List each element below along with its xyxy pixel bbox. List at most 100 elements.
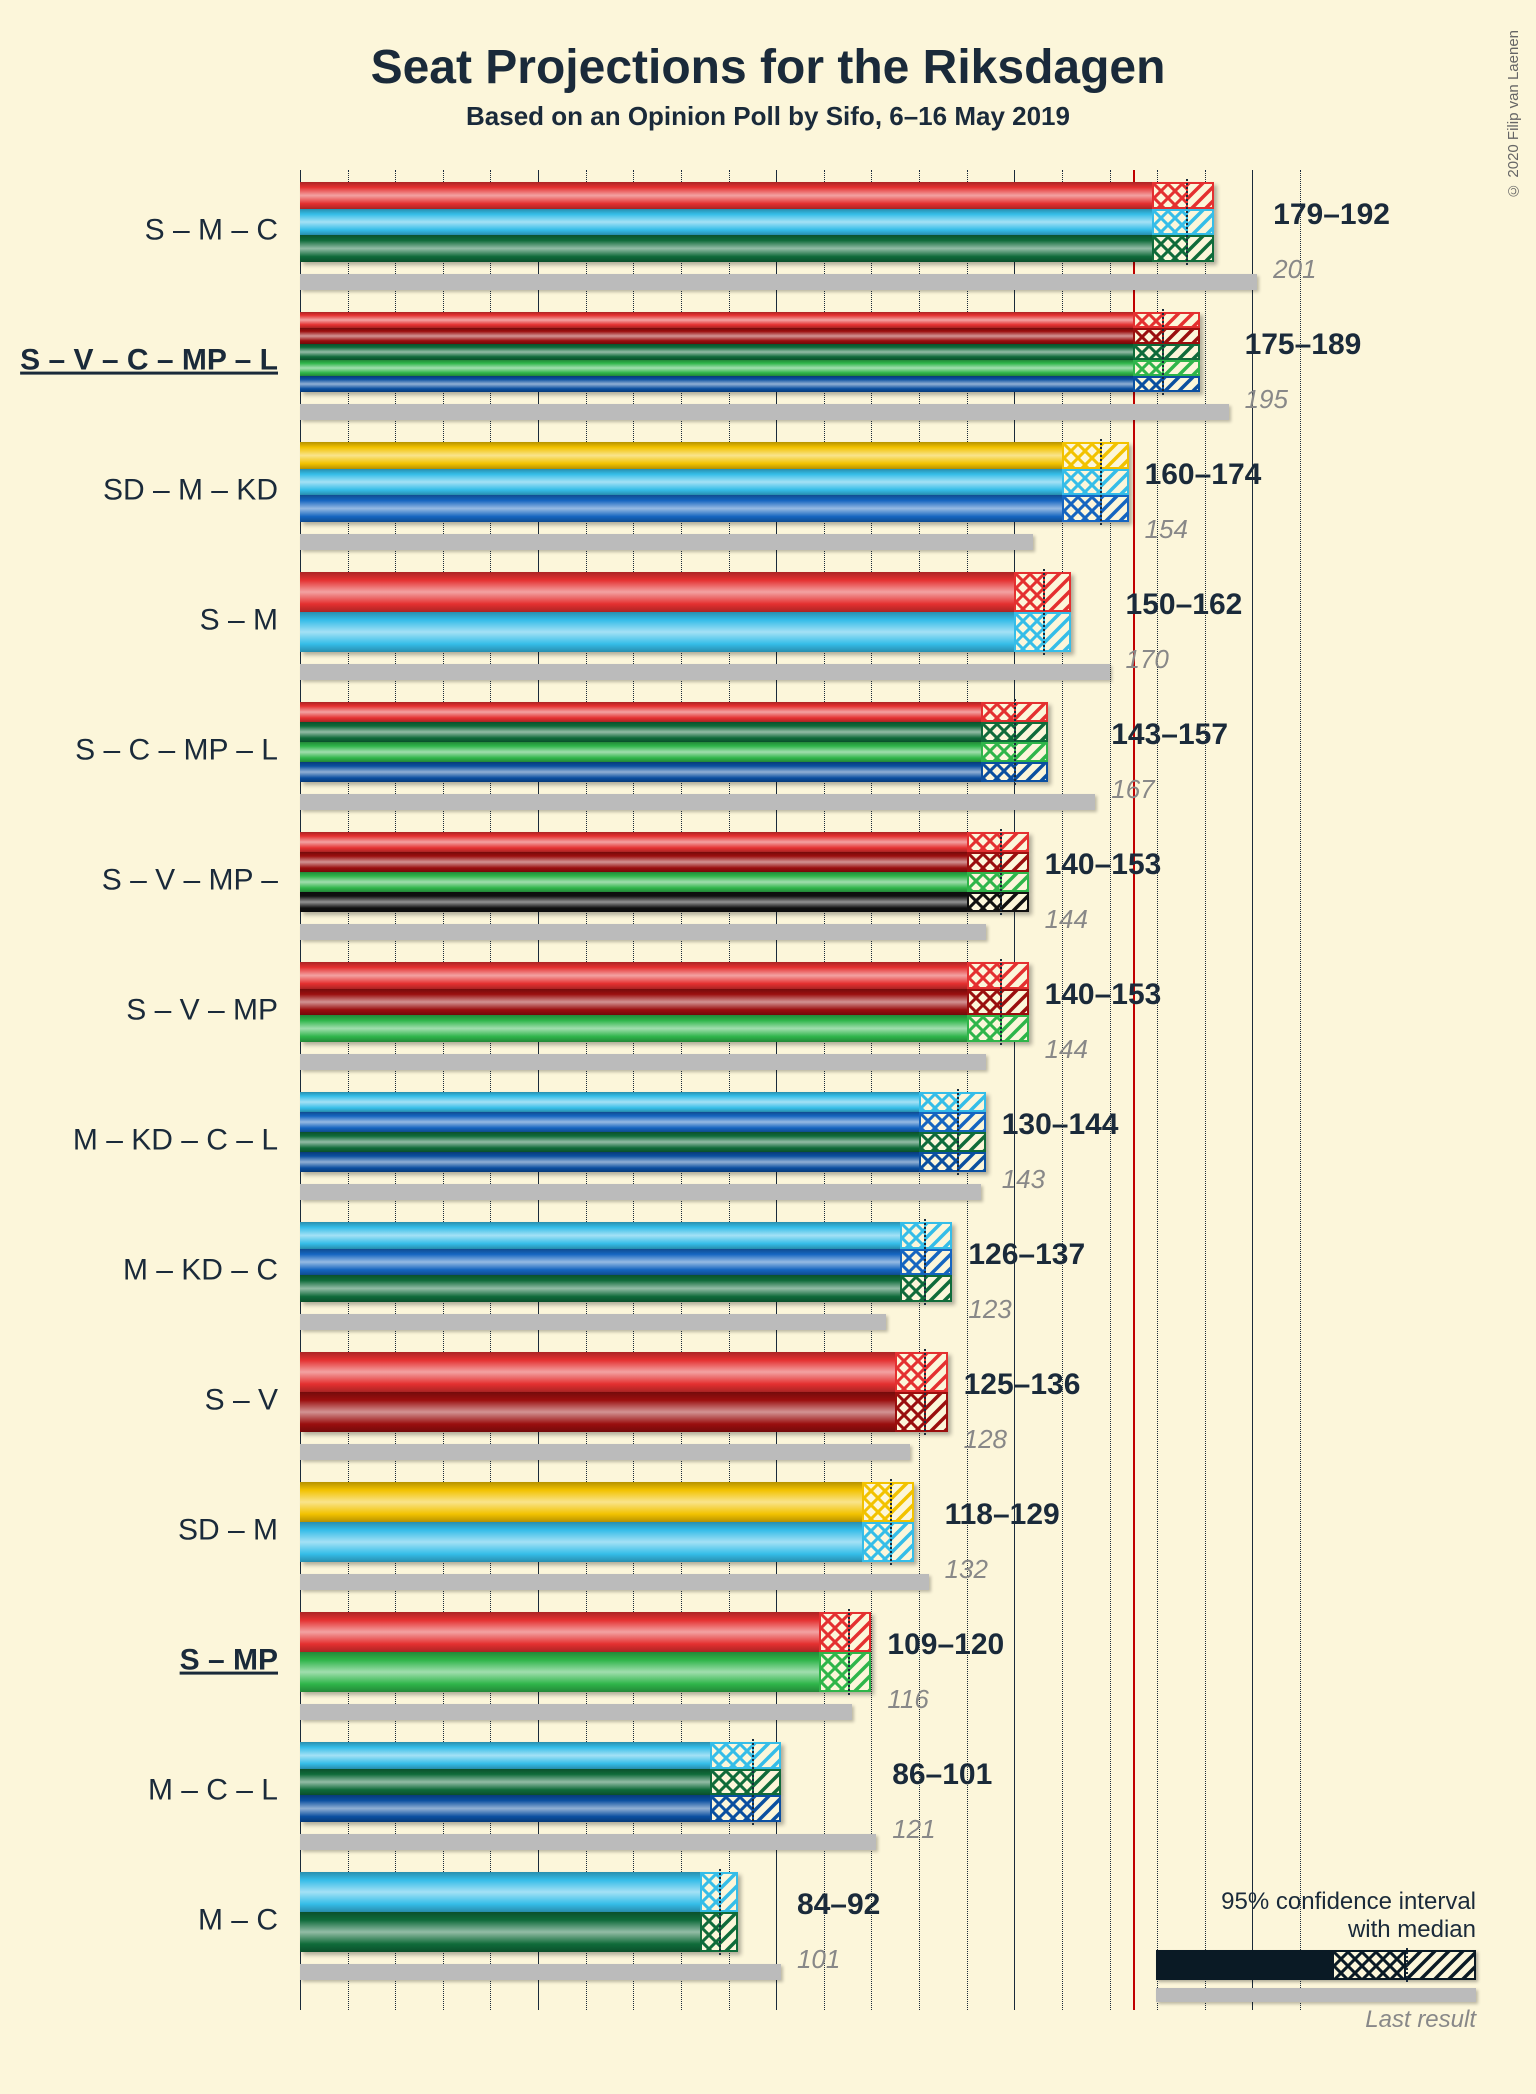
ci-segment-high	[1100, 442, 1129, 469]
party-bar-solid	[300, 469, 1062, 496]
ci-segment-low	[819, 1612, 848, 1652]
ci-segment-high	[1186, 235, 1215, 262]
median-tick	[924, 1219, 926, 1305]
ci-segment-high	[1000, 962, 1029, 989]
last-result-label: 121	[892, 1814, 935, 1845]
ci-segment-high	[1014, 722, 1047, 742]
coalition-row: S – V125–136128	[300, 1352, 1300, 1456]
last-result-bar	[300, 1314, 886, 1330]
ci-segment-low	[981, 742, 1014, 762]
party-bar-solid	[300, 572, 1014, 612]
party-bar	[300, 1872, 738, 1912]
ci-segment-low	[967, 989, 1000, 1016]
range-label: 140–153	[1045, 848, 1162, 882]
ci-segment-high	[924, 1222, 953, 1249]
party-bar	[300, 469, 1129, 496]
ci-segment-high	[752, 1769, 781, 1796]
party-bar-solid	[300, 235, 1152, 262]
last-result-label: 101	[797, 1944, 840, 1975]
ci-segment-high	[1186, 182, 1215, 209]
median-tick	[1000, 959, 1002, 1045]
last-result-label: 132	[945, 1554, 988, 1585]
ci-segment-low	[1014, 572, 1043, 612]
party-bar-solid	[300, 1522, 862, 1562]
party-bar	[300, 572, 1071, 612]
coalition-row: SD – M118–129132	[300, 1482, 1300, 1586]
party-bar-solid	[300, 1132, 919, 1152]
party-bar-solid	[300, 852, 967, 872]
ci-segment-low	[700, 1872, 719, 1912]
party-bar-solid	[300, 742, 981, 762]
ci-segment-low	[967, 962, 1000, 989]
range-label: 125–136	[964, 1368, 1081, 1402]
ci-segment-low	[967, 872, 1000, 892]
party-bar-solid	[300, 182, 1152, 209]
party-bar	[300, 442, 1129, 469]
party-bar	[300, 1522, 914, 1562]
party-bar-solid	[300, 442, 1062, 469]
ci-segment-low	[1062, 495, 1100, 522]
party-bar-solid	[300, 360, 1133, 376]
range-label: 143–157	[1111, 718, 1228, 752]
coalition-label: M – KD – C – L	[73, 1124, 278, 1158]
ci-segment-low	[919, 1152, 957, 1172]
range-label: 126–137	[968, 1238, 1085, 1272]
range-label: 179–192	[1273, 198, 1390, 232]
party-bar	[300, 1652, 871, 1692]
ci-segment-low	[1152, 235, 1185, 262]
party-bar-solid	[300, 612, 1014, 652]
party-bar-solid	[300, 1112, 919, 1132]
party-bar	[300, 1392, 948, 1432]
ci-segment-low	[967, 832, 1000, 852]
coalition-label: S – M – C	[145, 214, 278, 248]
ci-segment-high	[848, 1612, 872, 1652]
legend-ci-text-1: 95% confidence interval	[1156, 1888, 1476, 1916]
range-label: 150–162	[1126, 588, 1243, 622]
ci-segment-high	[924, 1392, 948, 1432]
party-bar-solid	[300, 1015, 967, 1042]
ci-segment-low	[819, 1652, 848, 1692]
legend-ci-hatch	[1332, 1950, 1476, 1980]
legend: 95% confidence interval with median Last…	[1156, 1888, 1476, 2034]
range-label: 140–153	[1045, 978, 1162, 1012]
last-result-bar	[300, 924, 986, 940]
party-bar-solid	[300, 1652, 819, 1692]
party-bar	[300, 1132, 986, 1152]
ci-segment-low	[710, 1742, 753, 1769]
party-bar	[300, 872, 1029, 892]
ci-segment-high	[1162, 328, 1200, 344]
ci-segment-high	[1186, 209, 1215, 236]
party-bar-solid	[300, 892, 967, 912]
party-bar-solid	[300, 702, 981, 722]
party-bar	[300, 962, 1029, 989]
ci-segment-high	[957, 1112, 986, 1132]
last-result-label: 123	[968, 1294, 1011, 1325]
ci-segment-low	[1152, 209, 1185, 236]
party-bar	[300, 612, 1071, 652]
coalition-label: S – V	[205, 1384, 278, 1418]
ci-segment-low	[1152, 182, 1185, 209]
party-bar	[300, 344, 1200, 360]
ci-segment-high	[890, 1522, 914, 1562]
ci-segment-high	[1014, 742, 1047, 762]
range-label: 118–129	[945, 1498, 1060, 1532]
party-bar	[300, 328, 1200, 344]
legend-median-tick	[1406, 1948, 1408, 1982]
party-bar	[300, 182, 1214, 209]
party-bar	[300, 722, 1048, 742]
ci-segment-high	[924, 1352, 948, 1392]
party-bar-solid	[300, 312, 1133, 328]
ci-segment-low	[919, 1132, 957, 1152]
party-bar	[300, 852, 1029, 872]
party-bar-solid	[300, 832, 967, 852]
party-bar	[300, 1769, 781, 1796]
party-bar	[300, 762, 1048, 782]
last-result-bar	[300, 1704, 852, 1720]
last-result-label: 201	[1273, 254, 1316, 285]
median-tick	[1000, 829, 1002, 915]
ci-segment-high	[1000, 852, 1029, 872]
range-label: 175–189	[1245, 328, 1362, 362]
chart-area: S – M – C179–192201S – V – C – MP – L175…	[300, 170, 1300, 2010]
ci-segment-high	[848, 1652, 872, 1692]
coalition-label: M – C	[198, 1904, 278, 1938]
